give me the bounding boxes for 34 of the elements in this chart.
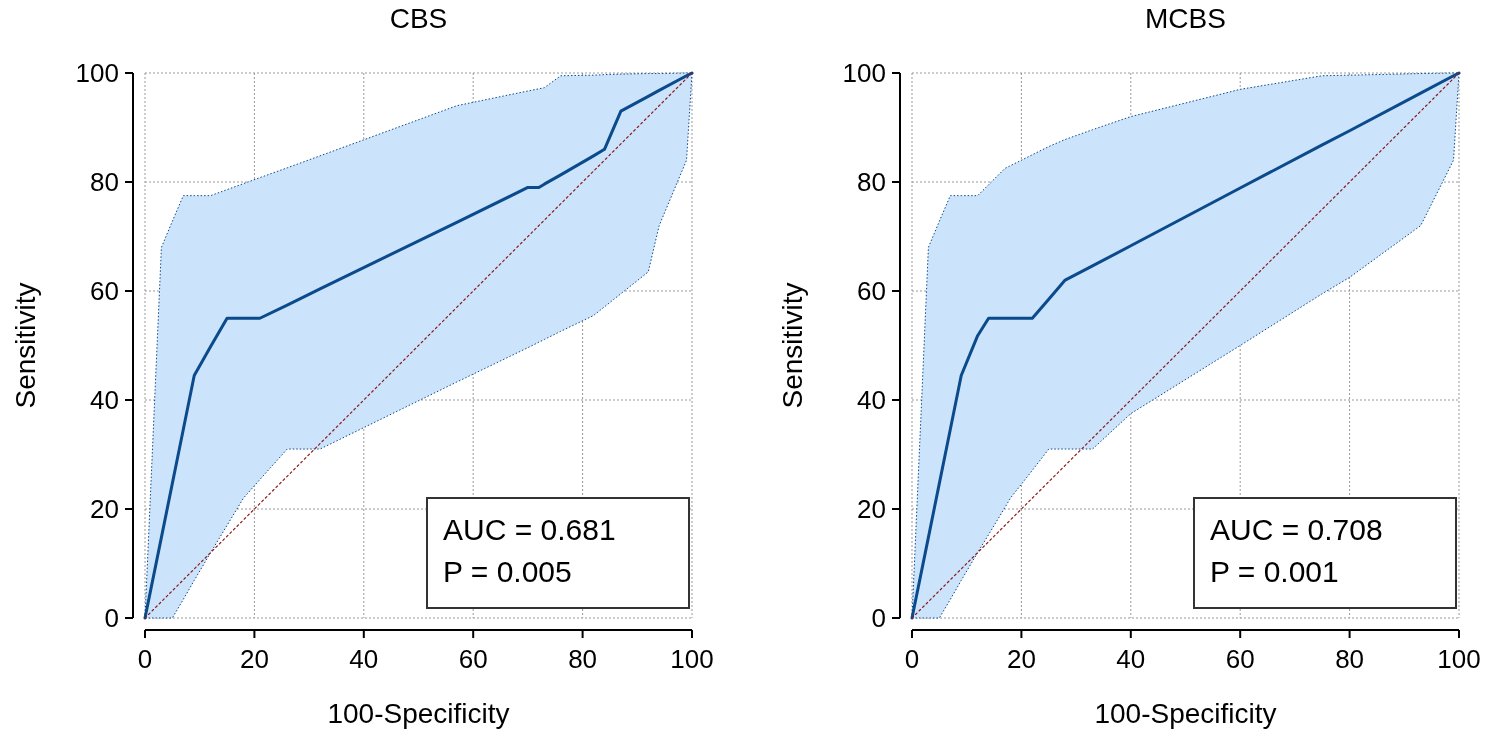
- y-tick-label: 60: [90, 276, 119, 307]
- y-tick-label: 80: [90, 167, 119, 198]
- y-tick-label: 40: [90, 385, 119, 416]
- y-tick-label: 20: [857, 494, 886, 525]
- x-axis-title: 100-Specificity: [1094, 698, 1277, 729]
- chart-title: MCBS: [1145, 3, 1226, 34]
- annotation: AUC = 0.681: [443, 513, 616, 546]
- y-tick-label: 0: [104, 603, 119, 634]
- y-axis-title: Sensitivity: [777, 282, 808, 409]
- y-tick-label: 80: [857, 167, 886, 198]
- x-tick-label: 100: [670, 644, 714, 674]
- x-tick-label: 80: [568, 644, 598, 674]
- annotation: P = 0.005: [443, 555, 572, 588]
- annotation: P = 0.001: [1210, 555, 1339, 588]
- x-tick-label: 60: [458, 644, 488, 674]
- x-axis-title: 100-Specificity: [327, 698, 510, 729]
- annotation: AUC = 0.708: [1210, 513, 1383, 546]
- x-tick-label: 20: [1006, 644, 1036, 674]
- x-tick-label: 60: [1225, 644, 1255, 674]
- y-tick-label: 60: [857, 276, 886, 307]
- y-tick-label: 0: [871, 603, 886, 634]
- x-tick-label: 0: [904, 644, 920, 674]
- x-tick-label: 20: [239, 644, 269, 674]
- y-axis-title: Sensitivity: [10, 282, 41, 409]
- y-tick-label: 100: [75, 58, 119, 89]
- x-tick-label: 80: [1335, 644, 1365, 674]
- x-tick-label: 0: [137, 644, 153, 674]
- x-tick-label: 100: [1437, 644, 1481, 674]
- y-tick-label: 20: [90, 494, 119, 525]
- y-tick-label: 100: [842, 58, 886, 89]
- x-tick-label: 40: [349, 644, 379, 674]
- y-tick-label: 40: [857, 385, 886, 416]
- chart-title: CBS: [389, 3, 448, 34]
- x-tick-label: 40: [1116, 644, 1146, 674]
